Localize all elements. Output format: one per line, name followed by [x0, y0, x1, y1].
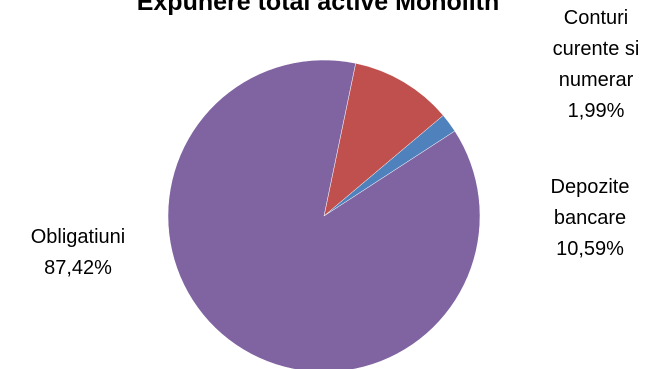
slice-name-label: Conturi [564, 7, 628, 29]
slice-name-label: Obligatiuni [31, 226, 126, 248]
slice-name-label: curente si [553, 38, 640, 60]
slice-name-label: numerar [559, 69, 634, 91]
chart-title: Expunere total active Monolith [137, 0, 500, 16]
slice-label-conturi-curente-si-numerar: Conturi curente si numerar 1,99% [553, 7, 640, 122]
slice-value-label: 1,99% [568, 100, 625, 122]
slice-value-label: 87,42% [44, 257, 112, 279]
slice-name-label: Depozite [551, 176, 630, 198]
slice-label-depozite-bancare: Depozite bancare 10,59% [551, 176, 630, 260]
slice-labels: Conturi curente si numerar 1,99% Depozite ban… [31, 7, 640, 279]
slice-value-label: 10,59% [556, 238, 624, 260]
pie-slices [167, 59, 481, 369]
pie-slice-obligatiuni [167, 59, 481, 369]
pie-slice-depozite-bancare [323, 62, 444, 217]
slice-name-label: bancare [554, 207, 626, 229]
slice-label-obligatiuni: Obligatiuni 87,42% [31, 226, 126, 279]
